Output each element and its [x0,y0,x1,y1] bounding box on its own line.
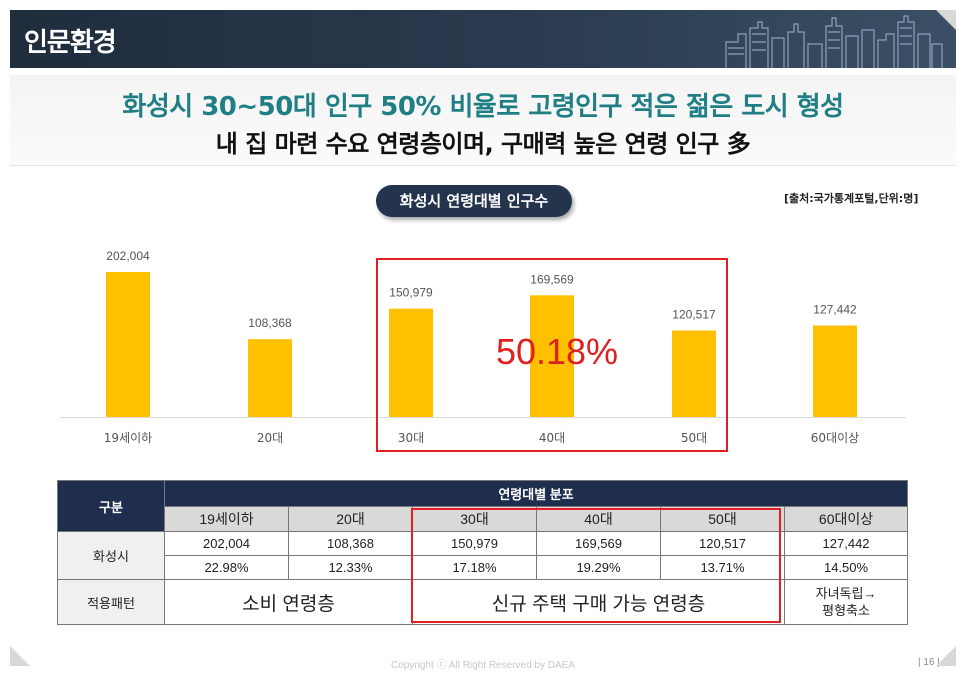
table-col-header: 40대 [536,506,661,532]
x-tick-label: 40대 [539,431,565,445]
x-tick-label: 50대 [681,431,707,445]
table-cell-count: 108,368 [288,531,413,556]
data-label: 120,517 [672,307,716,321]
table-col-header: 60대이상 [783,506,909,532]
x-tick-label: 30대 [398,431,424,445]
table-col-header: 30대 [412,506,537,532]
table-col-header: 20대 [288,506,413,532]
table-row-label: 화성시 [57,531,165,580]
bar [389,308,433,417]
source-note: [출처:국가통계포털,단위:명] [784,192,919,205]
bar [672,330,716,417]
data-label: 150,979 [389,286,433,300]
table-col-header: 50대 [660,506,785,532]
chart-title: 화성시 연령대별 인구수 [376,185,572,217]
table-col-header: 19세이하 [164,506,289,532]
pattern-senior: 자녀독립→ 평형축소 [783,579,909,625]
bar [530,295,574,417]
bar [106,272,150,417]
x-tick-label: 60대이상 [811,431,859,445]
table-cell-share: 19.29% [536,555,661,580]
page-corner-decoration [10,646,30,666]
x-tick-label: 19세이하 [104,431,152,445]
header-bar: 인문환경 [10,10,956,68]
data-label: 202,004 [106,249,150,263]
table-cell-share: 14.50% [783,555,909,580]
page-number: | 16 | [918,657,940,668]
table-cell-count: 127,442 [783,531,909,556]
table-cell-count: 120,517 [660,531,785,556]
data-label: 127,442 [813,303,857,317]
section-title: 인문환경 [24,28,117,58]
bar [813,325,857,417]
table-cell-count: 169,569 [536,531,661,556]
pattern-purchase: 신규 주택 구매 가능 연령층 [412,579,785,625]
table-cell-count: 150,979 [412,531,537,556]
share-annotation: 50.18% [496,331,618,372]
table-header-category: 구분 [57,480,165,532]
table-cell-share: 17.18% [412,555,537,580]
data-label: 169,569 [530,272,574,286]
table-cell-share: 12.33% [288,555,413,580]
table-cell-share: 13.71% [660,555,785,580]
pattern-senior-line2: 평형축소 [822,603,870,618]
chart-highlight-box [376,258,728,452]
page-corner-decoration [936,10,956,30]
table-header-group: 연령대별 분포 [163,480,909,507]
pattern-senior-line1: 자녀독립→ [815,586,877,601]
headline-secondary: 내 집 마련 수요 연령층이며, 구매력 높은 연령 인구 多 [215,130,751,158]
bar [248,339,292,417]
headline-primary: 화성시 30~50대 인구 50% 비율로 고령인구 적은 젊은 도시 형성 [122,92,844,122]
bar-chart: 202,004 19세이하 108,368 20대 150,979 30대 169,569 4… [60,249,906,452]
data-label: 108,368 [248,316,292,330]
headline-panel: 화성시 30~50대 인구 50% 비율로 고령인구 적은 젊은 도시 형성 내… [10,75,956,166]
pattern-consumption: 소비 연령층 [164,579,413,625]
copyright: Copyright ⓒ All Right Reserved by DAEA [391,660,575,671]
table-cell-count: 202,004 [164,531,289,556]
table-row-label: 적용패턴 [57,579,165,625]
city-skyline-icon [725,15,943,68]
page-corner-decoration [936,646,956,666]
distribution-table: 구분 연령대별 분포 19세이하 20대 30대 40대 50대 60대이상 화… [57,480,909,625]
x-tick-label: 20대 [257,431,283,445]
table-cell-share: 22.98% [164,555,289,580]
